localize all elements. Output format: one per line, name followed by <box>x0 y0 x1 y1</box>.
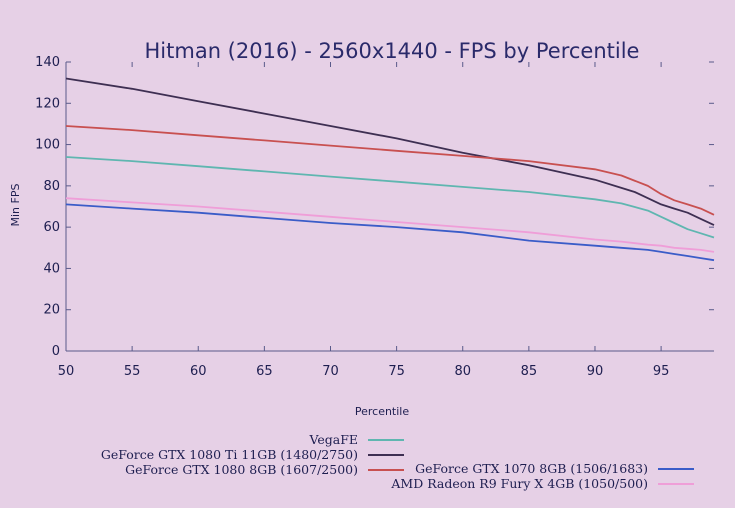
x-tick-label: 65 <box>256 364 273 379</box>
y-tick-label: 140 <box>35 55 60 70</box>
y-tick-label: 0 <box>52 344 60 359</box>
series-line-2 <box>65 125 715 216</box>
axes: 0 20 40 60 80 100 120 140 50 55 60 65 70 75 80 85 90 95 <box>35 55 714 379</box>
y-tick-label: 100 <box>35 138 60 153</box>
x-tick-label: 70 <box>322 364 339 379</box>
legend-label-2: GeForce GTX 1080 8GB (1607/2500) <box>125 462 358 477</box>
legend-label-4: AMD Radeon R9 Fury X 4GB (1050/500) <box>390 476 648 491</box>
y-tick-label: 20 <box>43 303 60 318</box>
series-line-1 <box>65 77 715 226</box>
series-line-4 <box>65 197 715 253</box>
series-line-3 <box>65 203 715 262</box>
series-line-0 <box>65 156 715 239</box>
chart-title: Hitman (2016) - 2560x1440 - FPS by Perce… <box>145 39 640 63</box>
x-axis-label: Percentile <box>355 405 410 418</box>
y-tick-label: 120 <box>35 96 60 111</box>
x-tick-label: 90 <box>587 364 604 379</box>
x-tick-label: 85 <box>521 364 538 379</box>
x-tick-label: 50 <box>58 364 75 379</box>
y-tick-label: 60 <box>43 220 60 235</box>
series-lines <box>65 77 715 262</box>
x-tick-label: 60 <box>190 364 207 379</box>
legend-label-3: GeForce GTX 1070 8GB (1506/1683) <box>415 461 648 476</box>
y-tick-label: 80 <box>43 179 60 194</box>
legend-label-1: GeForce GTX 1080 Ti 11GB (1480/2750) <box>101 447 358 462</box>
x-tick-label: 95 <box>653 364 670 379</box>
x-tick-label: 55 <box>124 364 141 379</box>
x-tick-label: 75 <box>388 364 405 379</box>
x-tick-label: 80 <box>454 364 471 379</box>
legend-label-0: VegaFE <box>308 432 358 447</box>
y-axis-label: Min FPS <box>9 184 22 227</box>
y-tick-label: 40 <box>43 261 60 276</box>
